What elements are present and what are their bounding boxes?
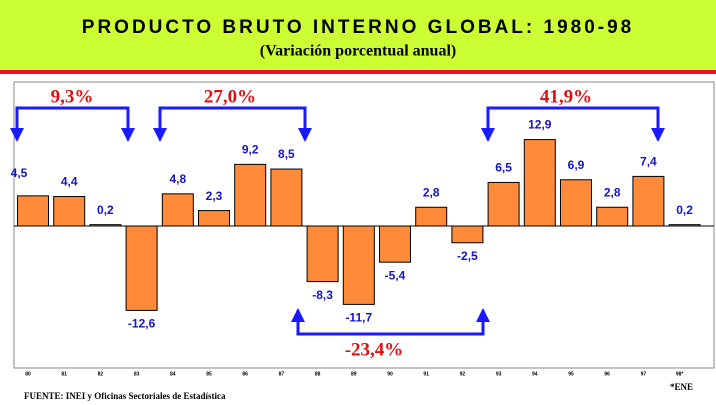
- x-tick-label: 98*: [676, 371, 684, 377]
- x-tick-label: 94: [532, 371, 538, 377]
- value-label: 6,5: [495, 161, 512, 175]
- x-tick-label: 93: [496, 371, 502, 377]
- annotation: 27,0%: [204, 86, 256, 107]
- bar: [306, 225, 339, 283]
- header-rule: [0, 70, 716, 74]
- value-label: 0,2: [97, 203, 114, 217]
- bar: [632, 175, 665, 227]
- bracket: [153, 106, 312, 142]
- x-tick-label: 88: [315, 371, 321, 377]
- bar: [53, 196, 86, 227]
- x-tick-label: 80: [25, 371, 31, 377]
- x-tick-label: 95: [568, 371, 574, 377]
- x-tick-label: 92: [460, 371, 466, 377]
- bar: [379, 225, 411, 263]
- bar: [234, 163, 267, 227]
- value-label: 6,9: [568, 158, 585, 172]
- value-label: -11,7: [345, 311, 372, 325]
- bar: [560, 179, 592, 227]
- header-band: [0, 0, 716, 71]
- bar: [342, 225, 375, 305]
- value-label: 2,8: [423, 185, 440, 199]
- bar: [451, 225, 484, 244]
- bar: [415, 206, 448, 227]
- x-tick-label: 82: [98, 371, 104, 377]
- x-tick-label: 87: [279, 371, 285, 377]
- footnote: *ENE: [670, 382, 693, 392]
- bar: [198, 210, 230, 227]
- bar: [125, 225, 158, 311]
- chart-title: PRODUCTO BRUTO INTERNO GLOBAL: 1980-98: [82, 17, 634, 38]
- value-label: -2,5: [457, 249, 478, 263]
- source-note: FUENTE: INEI y Oficinas Sectoriales de E…: [24, 391, 226, 401]
- value-label: -8,3: [312, 288, 333, 302]
- x-tick-label: 97: [641, 371, 647, 377]
- annotation: 9,3%: [51, 86, 94, 107]
- bar: [17, 195, 49, 227]
- bracket: [481, 106, 665, 142]
- bar: [161, 193, 194, 227]
- value-label: -5,4: [385, 268, 406, 282]
- bar: [270, 168, 303, 227]
- x-tick-label: 90: [387, 371, 393, 377]
- value-label: 4,8: [169, 172, 186, 186]
- value-label: 4,5: [11, 166, 28, 180]
- x-tick-label: 84: [170, 371, 176, 377]
- plot-frame: [13, 81, 715, 369]
- value-label: 8,5: [278, 147, 295, 161]
- value-label: 0,2: [676, 203, 693, 217]
- bracket: [10, 106, 135, 142]
- chart-subtitle: (Variación porcentual anual): [260, 43, 456, 60]
- x-tick-label: 83: [134, 371, 140, 377]
- x-tick-label: 91: [423, 371, 429, 377]
- bracket: [291, 308, 490, 336]
- value-label: 2,3: [206, 189, 223, 203]
- x-tick-label: 89: [351, 371, 357, 377]
- bar: [523, 139, 556, 227]
- bar: [89, 224, 122, 227]
- annotation: -23,4%: [345, 339, 404, 360]
- value-label: 2,8: [604, 185, 621, 199]
- value-label: 4,4: [61, 175, 78, 189]
- bar: [487, 181, 520, 227]
- value-label: 12,9: [528, 118, 552, 132]
- x-tick-label: 81: [61, 371, 67, 377]
- x-tick-label: 85: [206, 371, 212, 377]
- x-tick-label: 86: [242, 371, 248, 377]
- value-label: 7,4: [640, 155, 657, 169]
- bar: [596, 206, 629, 227]
- value-label: 9,2: [242, 143, 259, 157]
- bar: [668, 224, 701, 227]
- value-label: -12,6: [128, 317, 156, 331]
- x-tick-label: 96: [604, 371, 610, 377]
- annotation: 41,9%: [540, 86, 592, 107]
